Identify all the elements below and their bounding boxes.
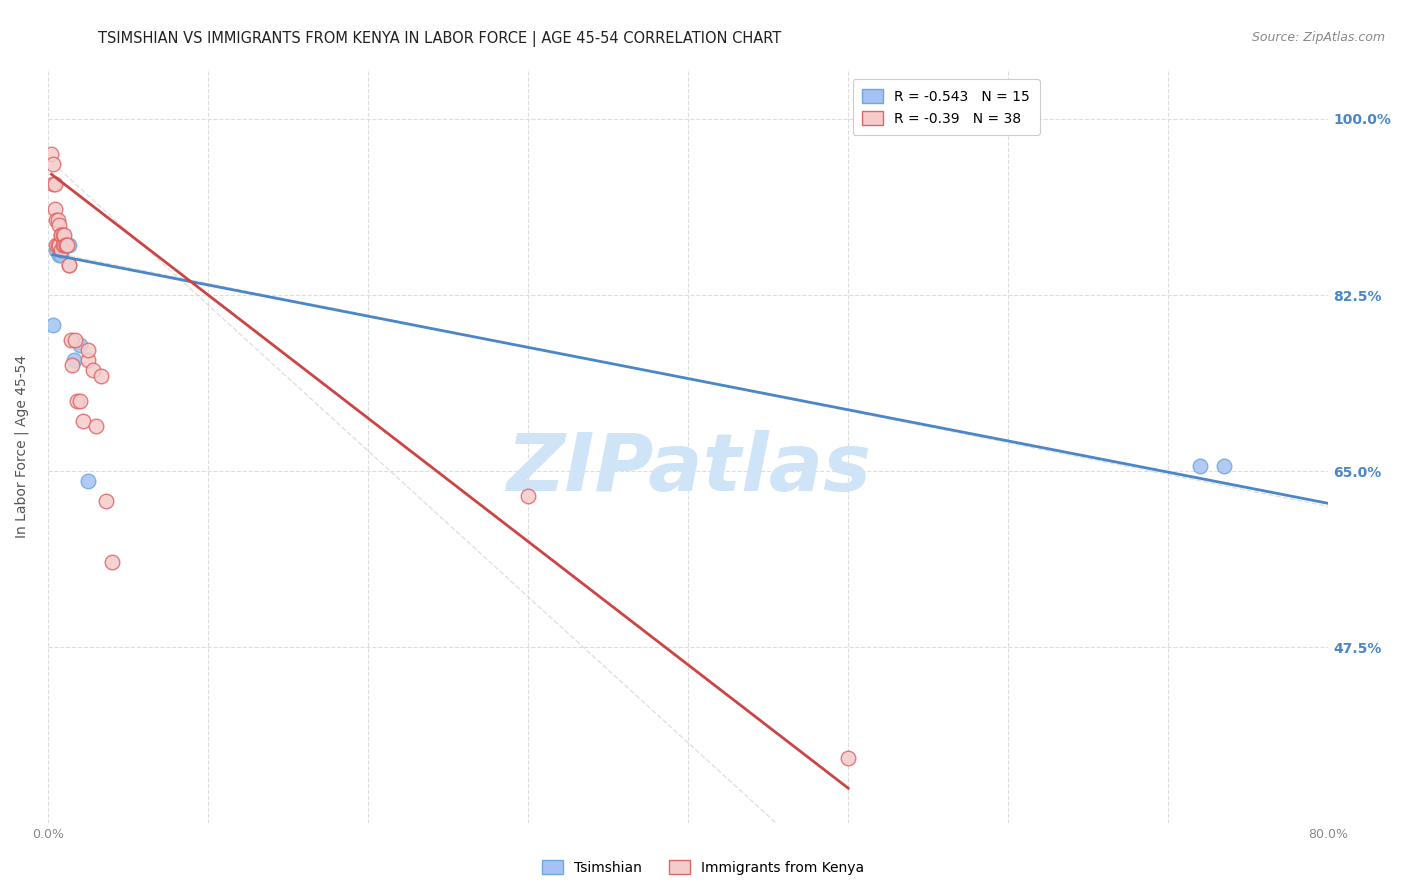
Point [53, 237, 76, 252]
Point [72, 414, 94, 428]
Point [49, 248, 72, 262]
Point [49, 243, 72, 257]
Point [49, 227, 72, 242]
Point [1189, 459, 1212, 474]
Point [58, 237, 80, 252]
Point [56, 237, 79, 252]
Point [63, 353, 86, 368]
Point [49, 227, 72, 242]
Point [52, 237, 75, 252]
Text: ZIPatlas: ZIPatlas [506, 430, 870, 508]
Point [77, 343, 100, 358]
Point [41, 147, 63, 161]
Point [837, 751, 859, 765]
Point [55, 237, 77, 252]
Point [52, 227, 75, 242]
Point [48, 218, 70, 232]
Y-axis label: In Labor Force | Age 45-54: In Labor Force | Age 45-54 [15, 354, 30, 538]
Point [52, 237, 75, 252]
Legend: Tsimshian, Immigrants from Kenya: Tsimshian, Immigrants from Kenya [536, 855, 870, 880]
Point [66, 393, 89, 408]
Point [84, 418, 107, 433]
Point [46, 237, 69, 252]
Point [517, 489, 540, 503]
Point [53, 237, 76, 252]
Point [48, 237, 70, 252]
Point [53, 227, 76, 242]
Point [42, 157, 65, 171]
Point [58, 258, 80, 272]
Point [69, 393, 91, 408]
Point [42, 178, 65, 192]
Point [46, 237, 69, 252]
Text: TSIMSHIAN VS IMMIGRANTS FROM KENYA IN LABOR FORCE | AGE 45-54 CORRELATION CHART: TSIMSHIAN VS IMMIGRANTS FROM KENYA IN LA… [98, 31, 782, 47]
Point [59, 334, 82, 348]
Point [82, 363, 104, 377]
Point [65, 334, 87, 348]
Point [94, 494, 117, 508]
Point [46, 212, 69, 227]
Point [55, 237, 77, 252]
Point [69, 338, 91, 352]
Point [45, 212, 67, 227]
Point [101, 555, 124, 569]
Point [77, 474, 100, 488]
Point [1213, 459, 1236, 474]
Point [45, 243, 67, 257]
Point [58, 258, 80, 272]
Point [77, 353, 100, 368]
Point [45, 237, 67, 252]
Point [44, 202, 66, 217]
Legend: R = -0.543   N = 15, R = -0.39   N = 38: R = -0.543 N = 15, R = -0.39 N = 38 [852, 79, 1039, 136]
Point [60, 359, 83, 373]
Point [48, 248, 70, 262]
Text: Source: ZipAtlas.com: Source: ZipAtlas.com [1251, 31, 1385, 45]
Point [55, 237, 77, 252]
Point [42, 318, 65, 333]
Point [56, 237, 79, 252]
Point [44, 178, 66, 192]
Point [90, 368, 112, 383]
